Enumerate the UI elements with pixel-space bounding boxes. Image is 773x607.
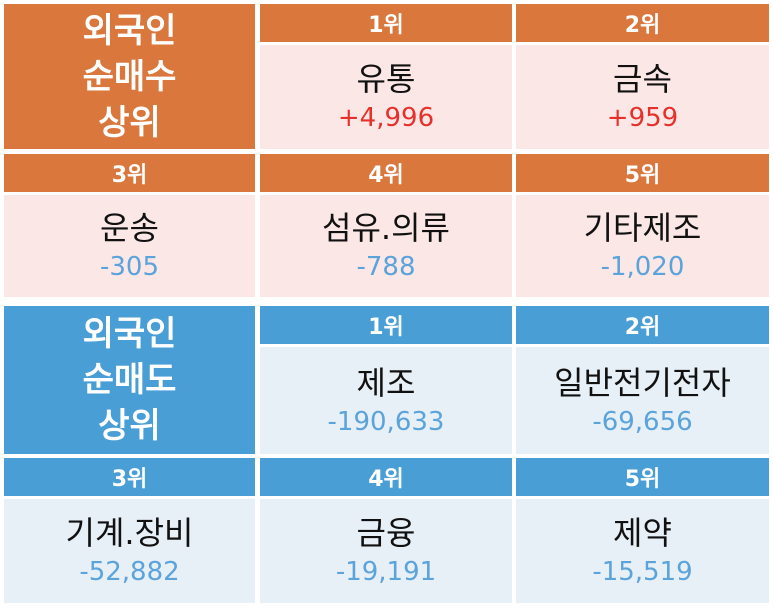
buy-rank-3-cell: 운송 -305 — [4, 195, 255, 297]
sell-rank-2-cell: 일반전기전자 -69,656 — [516, 347, 769, 454]
sell-rank-2-value: -69,656 — [592, 406, 693, 437]
net-buy-title-line-3: 상위 — [98, 102, 161, 143]
net-buy-title-line-2: 순매수 — [82, 56, 177, 97]
sell-rank-1-cell: 제조 -190,633 — [260, 347, 512, 454]
net-buy-title-line-1: 외국인 — [82, 10, 177, 51]
sell-rank-4-header: 4위 — [260, 458, 512, 496]
net-sell-title-line-2: 순매도 — [82, 360, 177, 400]
buy-rank-4-header: 4위 — [260, 154, 512, 192]
buy-rank-4-sector: 섬유.의류 — [322, 209, 450, 247]
buy-rank-3-sector: 운송 — [100, 209, 159, 247]
sell-rank-2-sector: 일반전기전자 — [554, 363, 731, 402]
sell-rank-1-value: -190,633 — [327, 406, 445, 437]
buy-rank-5-header: 5위 — [516, 154, 769, 192]
net-buy-title: 외국인 순매수 상위 — [4, 4, 255, 149]
buy-rank-2-sector: 금속 — [613, 60, 672, 98]
foreign-net-buy-section: 외국인 순매수 상위 1위 유통 +4,996 2위 금속 +959 3위 운송… — [0, 0, 773, 300]
buy-rank-3-value: -305 — [99, 252, 159, 282]
sell-rank-5-sector: 제약 — [613, 514, 672, 552]
buy-rank-5-value: -1,020 — [600, 252, 685, 282]
sell-rank-2-header: 2위 — [516, 306, 769, 344]
sell-rank-3-value: -52,882 — [79, 557, 180, 587]
net-sell-title: 외국인 순매도 상위 — [4, 306, 255, 454]
buy-rank-2-value: +959 — [606, 103, 679, 133]
sell-rank-1-sector: 제조 — [356, 363, 416, 402]
net-sell-title-line-3: 상위 — [98, 406, 161, 446]
sell-rank-5-header: 5위 — [516, 458, 769, 496]
foreign-net-sell-section: 외국인 순매도 상위 1위 제조 -190,633 2위 일반전기전자 -69,… — [0, 300, 773, 607]
buy-rank-1-value: +4,996 — [337, 103, 435, 133]
buy-rank-1-header: 1위 — [260, 4, 512, 42]
sell-rank-3-header: 3위 — [4, 458, 255, 496]
sell-rank-1-header: 1위 — [260, 306, 512, 344]
sell-rank-5-cell: 제약 -15,519 — [516, 499, 769, 603]
buy-rank-5-cell: 기타제조 -1,020 — [516, 195, 769, 297]
sell-rank-5-value: -15,519 — [592, 557, 693, 587]
sell-rank-4-value: -19,191 — [335, 557, 437, 587]
sell-rank-3-cell: 기계.장비 -52,882 — [4, 499, 255, 603]
sell-rank-4-sector: 금융 — [356, 514, 416, 552]
buy-rank-5-sector: 기타제조 — [583, 209, 702, 247]
buy-rank-2-header: 2위 — [516, 4, 769, 42]
buy-rank-2-cell: 금속 +959 — [516, 45, 769, 149]
sell-rank-4-cell: 금융 -19,191 — [260, 499, 512, 603]
sell-rank-3-sector: 기계.장비 — [65, 514, 194, 552]
buy-rank-4-cell: 섬유.의류 -788 — [260, 195, 512, 297]
buy-rank-1-cell: 유통 +4,996 — [260, 45, 512, 149]
buy-rank-1-sector: 유통 — [356, 60, 416, 98]
buy-rank-4-value: -788 — [356, 252, 416, 282]
buy-rank-3-header: 3위 — [4, 154, 255, 192]
net-sell-title-line-1: 외국인 — [82, 314, 177, 354]
